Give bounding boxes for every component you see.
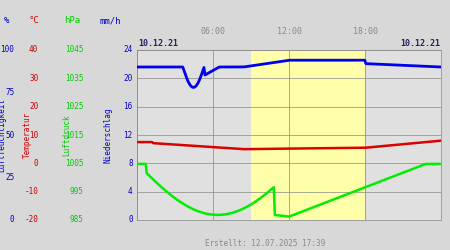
Text: 100: 100	[0, 46, 14, 54]
Text: 24: 24	[123, 46, 133, 54]
Text: 0: 0	[34, 159, 38, 168]
Bar	[251, 50, 365, 220]
Text: Niederschlag: Niederschlag	[104, 107, 112, 163]
Text: 75: 75	[5, 88, 14, 97]
Text: 1015: 1015	[65, 130, 83, 140]
Text: 18:00: 18:00	[352, 27, 378, 36]
Text: 0: 0	[128, 216, 133, 224]
Text: Erstellt: 12.07.2025 17:39: Erstellt: 12.07.2025 17:39	[205, 238, 325, 248]
Text: 40: 40	[29, 46, 38, 54]
Text: mm/h: mm/h	[99, 16, 121, 25]
Text: 10: 10	[29, 130, 38, 140]
Text: Luftdruck: Luftdruck	[62, 114, 71, 156]
Text: 4: 4	[128, 187, 133, 196]
Text: 12: 12	[123, 130, 133, 140]
Text: Luftfeuchtigkeit: Luftfeuchtigkeit	[0, 98, 6, 172]
Text: 0: 0	[10, 216, 14, 224]
Text: 16: 16	[123, 102, 133, 111]
Text: 1005: 1005	[65, 159, 83, 168]
Text: 10.12.21: 10.12.21	[400, 38, 440, 48]
Text: -20: -20	[24, 216, 38, 224]
Text: 06:00: 06:00	[201, 27, 226, 36]
Text: 30: 30	[29, 74, 38, 83]
Text: 1025: 1025	[65, 102, 83, 111]
Text: -10: -10	[24, 187, 38, 196]
Text: 10.12.21: 10.12.21	[138, 38, 178, 48]
Text: 12:00: 12:00	[277, 27, 302, 36]
Text: 20: 20	[29, 102, 38, 111]
Text: 1045: 1045	[65, 46, 83, 54]
Text: hPa: hPa	[64, 16, 80, 25]
Text: 20: 20	[123, 74, 133, 83]
Text: 50: 50	[5, 130, 14, 140]
Text: %: %	[4, 16, 9, 25]
Text: 1035: 1035	[65, 74, 83, 83]
Text: 25: 25	[5, 173, 14, 182]
Text: Temperatur: Temperatur	[22, 112, 32, 158]
Text: 985: 985	[69, 216, 83, 224]
Text: °C: °C	[28, 16, 39, 25]
Text: 995: 995	[69, 187, 83, 196]
Text: 8: 8	[128, 159, 133, 168]
